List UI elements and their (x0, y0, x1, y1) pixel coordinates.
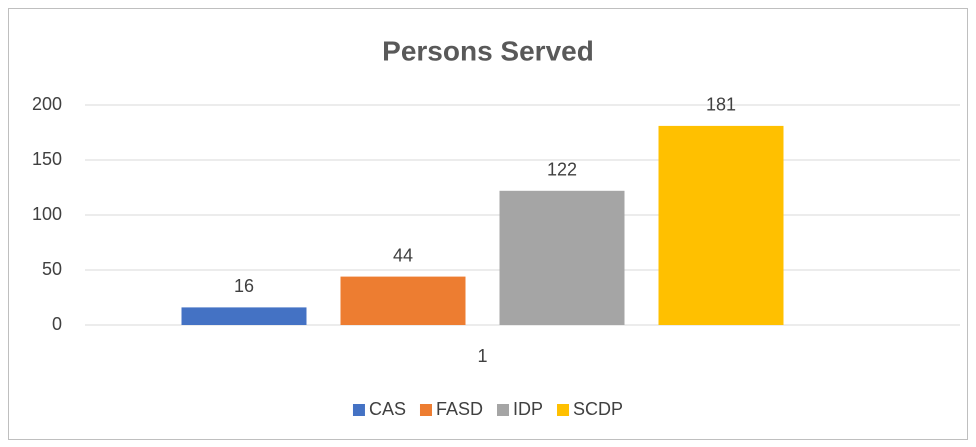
y-tick-label: 50 (42, 259, 62, 279)
legend-label: FASD (436, 399, 483, 419)
legend-swatch (419, 404, 432, 416)
chart-border (8, 8, 968, 440)
legend-swatch (497, 404, 509, 416)
x-tick-label: 1 (477, 346, 487, 366)
data-label: 122 (547, 160, 577, 180)
y-tick-label: 200 (32, 94, 62, 114)
data-label: 16 (234, 276, 254, 296)
data-label: 44 (393, 245, 413, 265)
bar (340, 276, 466, 325)
legend-label: CAS (369, 399, 406, 419)
y-tick-label: 0 (52, 314, 62, 334)
bar (499, 190, 625, 325)
y-tick-label: 150 (32, 149, 62, 169)
legend-swatch (557, 404, 570, 416)
legend-swatch (352, 404, 365, 416)
bar (181, 307, 307, 325)
chart-title: Persons Served (382, 35, 594, 66)
data-label: 181 (706, 95, 736, 115)
legend-label: SCDP (573, 399, 623, 419)
y-tick-label: 100 (32, 204, 62, 224)
bar (658, 125, 784, 326)
legend-label: IDP (513, 399, 543, 419)
